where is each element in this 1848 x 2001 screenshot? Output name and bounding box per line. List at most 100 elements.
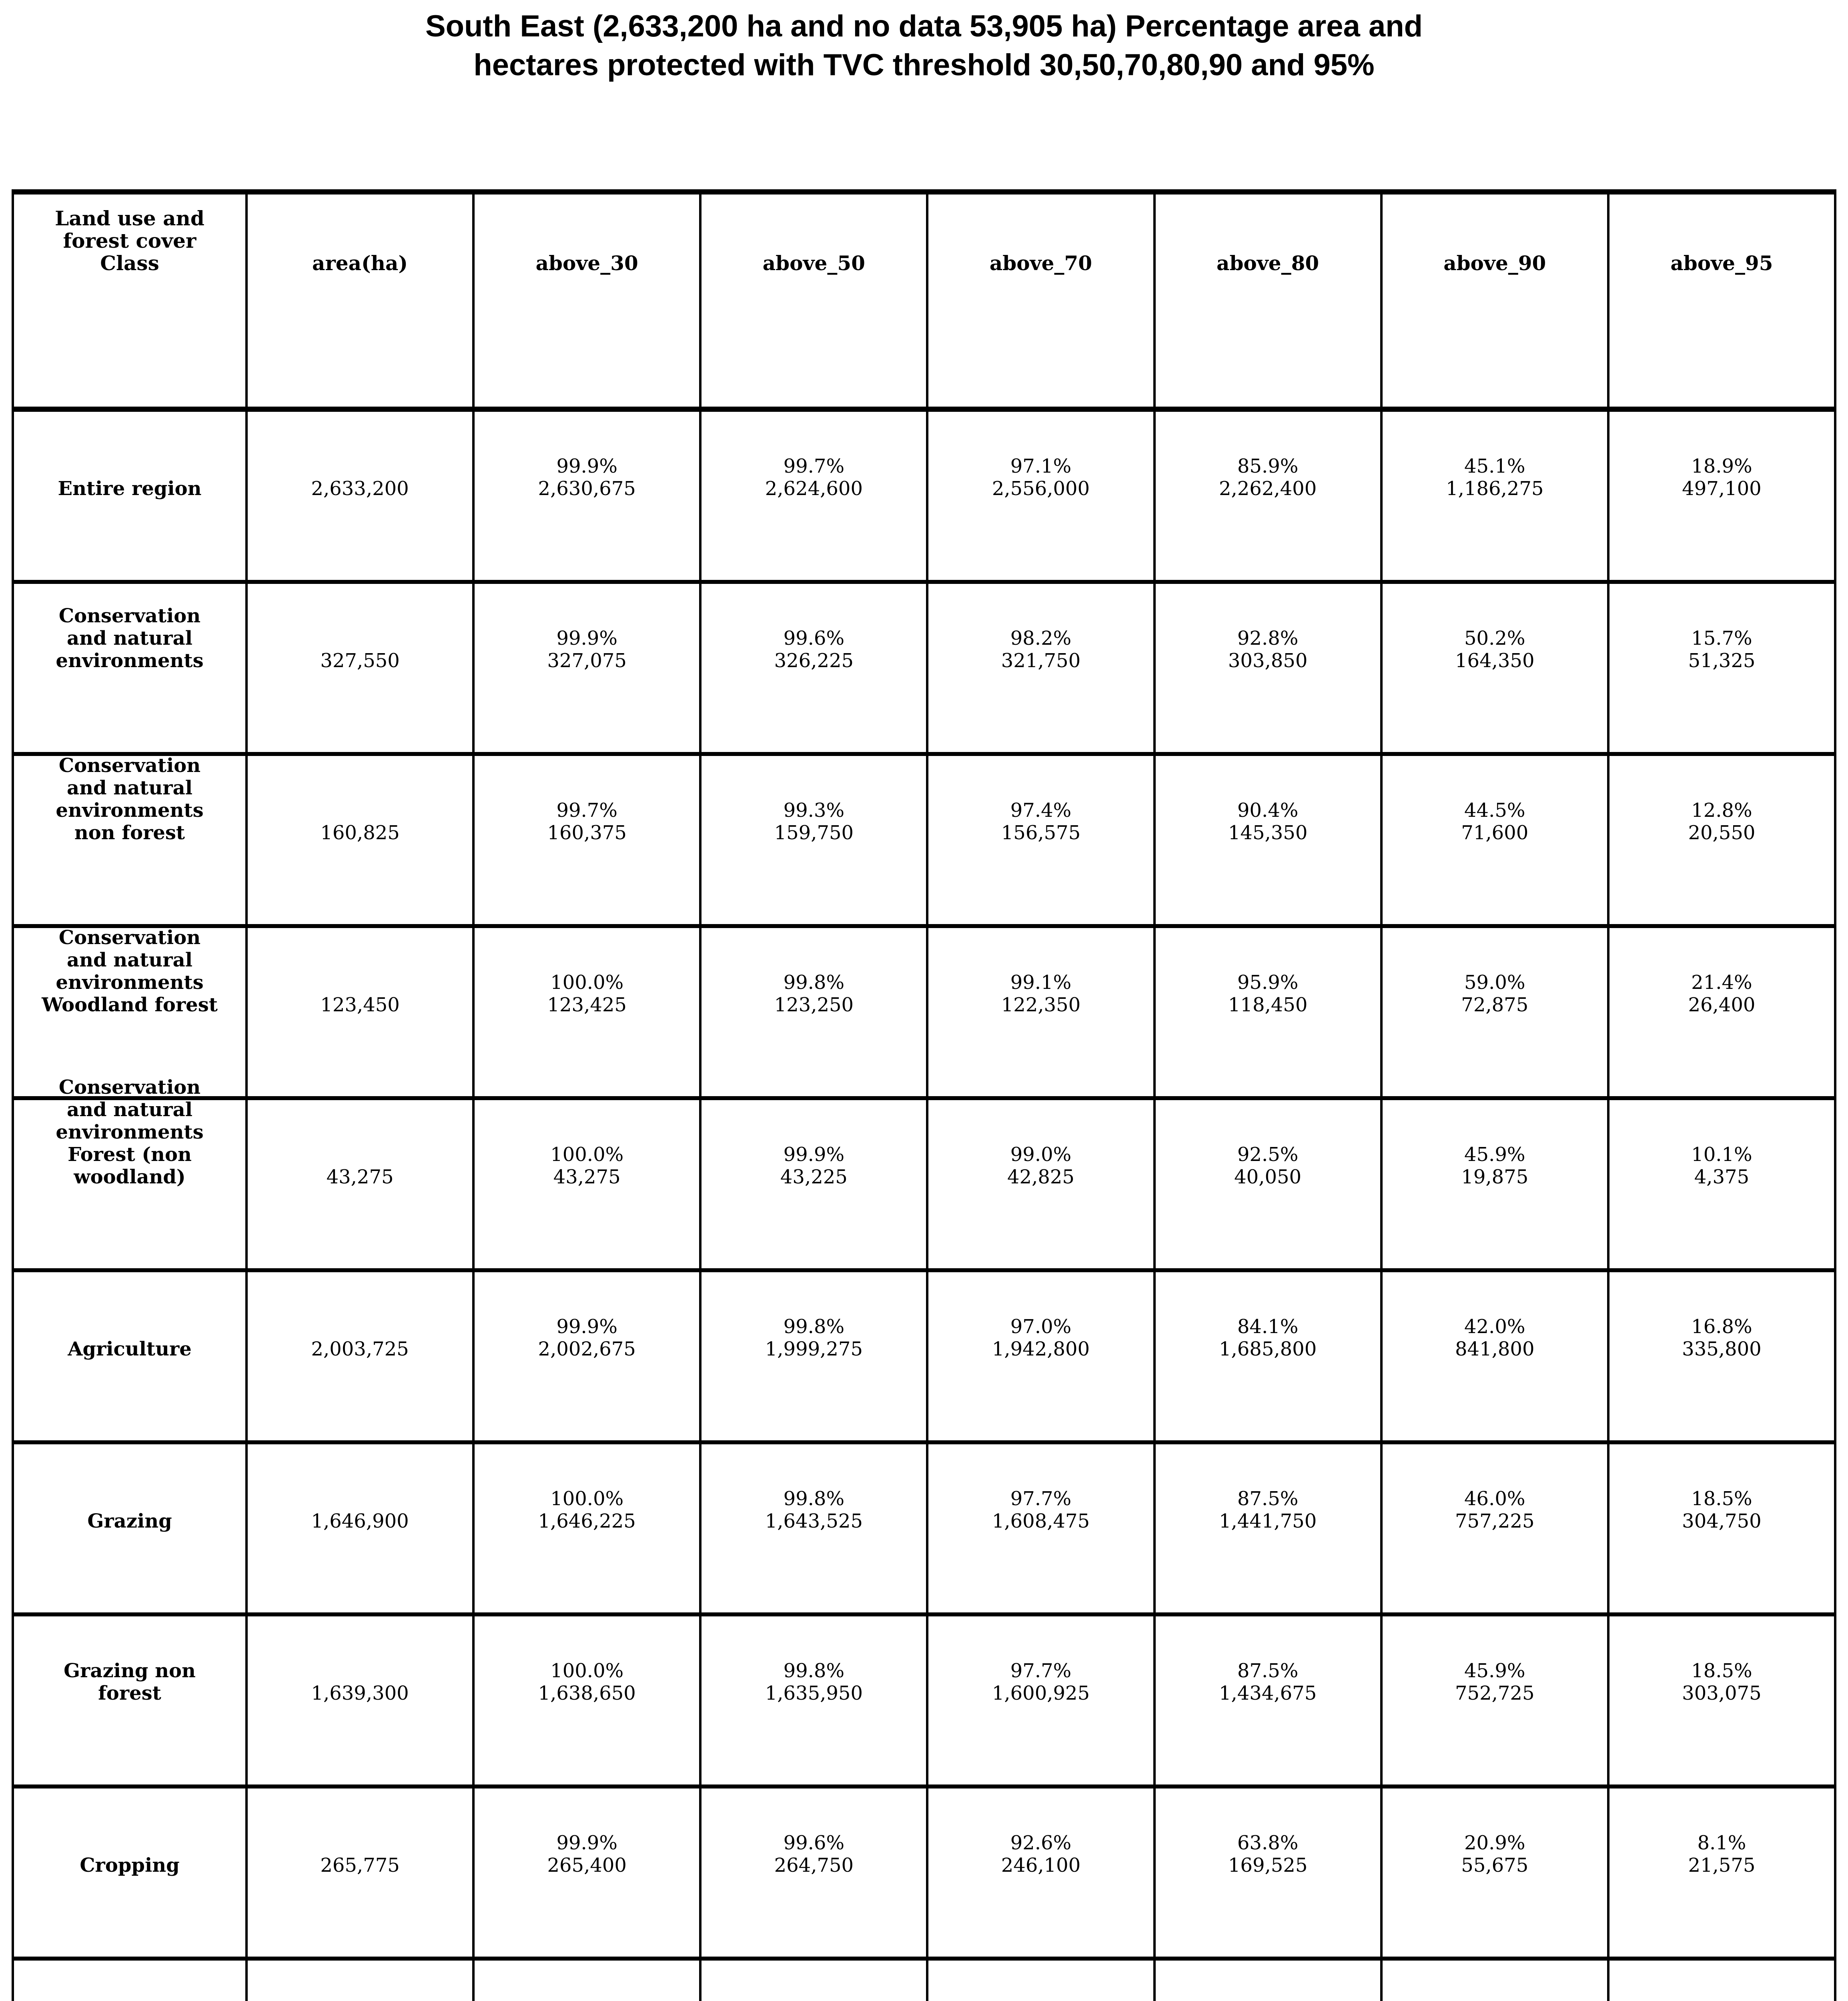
ha-line: 841,800 <box>1455 1338 1535 1361</box>
pct-line: 99.9% <box>556 1832 617 1855</box>
value-cell: 99.6% 264,750 <box>699 1788 926 1957</box>
table-row-entire-region: Entire region 2,633,200 99.9% 2,630,675 9… <box>14 412 1834 580</box>
area-value: 1,646,900 <box>311 1510 409 1533</box>
value-cell: 45.9% 752,725 <box>1380 1616 1607 1785</box>
pct-line: 12.8% <box>1691 799 1752 822</box>
pct-line: 87.5% <box>1237 1488 1299 1510</box>
table-row-cropping: Cropping 265,775 99.9% 265,400 99.6% 264,7… <box>14 1784 1834 1957</box>
ha-line: 1,186,275 <box>1446 477 1544 500</box>
area-cell: 123,450 <box>245 928 472 1097</box>
area-value: 160,825 <box>320 822 400 844</box>
value-cell: 99.9% 327,075 <box>472 584 699 752</box>
pct-line: 87.5% <box>1237 1660 1299 1682</box>
pct-line: 99.6% <box>783 1832 845 1855</box>
value-cell: 100.0% 1,638,650 <box>472 1616 699 1785</box>
row-label-cell: Conservation and natural environments no… <box>14 754 245 924</box>
value-cell: 10.6%9,450 <box>1607 1961 1834 2001</box>
value-cell: 99.7% 2,624,600 <box>699 412 926 580</box>
ha-line: 51,325 <box>1688 650 1756 672</box>
ha-line: 19,875 <box>1461 1166 1529 1189</box>
area-value: 327,550 <box>320 650 400 672</box>
pct-line: 99.8% <box>783 1315 845 1338</box>
col-header-above-90: above_90 <box>1380 194 1607 407</box>
value-cell: 99.8% 1,999,275 <box>699 1272 926 1441</box>
value-cell: 97.7% 1,608,475 <box>926 1444 1153 1613</box>
area-value: 43,275 <box>326 1166 394 1189</box>
value-cell: 97.0% 1,942,800 <box>926 1272 1153 1441</box>
area-cell: 327,550 <box>245 584 472 752</box>
data-table: Land use and forest cover Class area(ha)… <box>12 189 1836 2001</box>
area-value: 265,775 <box>320 1854 400 1877</box>
pct-line: 15.7% <box>1691 627 1752 650</box>
page-title-line2: hectares protected with TVC threshold 30… <box>473 48 1375 82</box>
col-header-area: area(ha) <box>245 194 472 407</box>
value-cell: 99.8% 1,635,950 <box>699 1616 926 1785</box>
pct-line: 63.8% <box>1237 1832 1299 1855</box>
pct-line: 44.5% <box>1464 799 1525 822</box>
value-cell: 46.0% 757,225 <box>1380 1444 1607 1613</box>
value-cell: 99.9% 2,002,675 <box>472 1272 699 1441</box>
col-header-above-80: above_80 <box>1153 194 1380 407</box>
ha-line: 160,375 <box>547 822 627 844</box>
pct-line: 97.7% <box>1010 1660 1072 1682</box>
ha-line: 326,225 <box>774 650 854 672</box>
value-cell: 87.5% 1,441,750 <box>1153 1444 1380 1613</box>
value-cell: 82.3%73,675 <box>1153 1961 1380 2001</box>
row-label-cell: Conservation and natural environments Wo… <box>14 926 245 1096</box>
pct-line: 99.9% <box>556 455 617 478</box>
value-cell: 99.9% 43,225 <box>699 1100 926 1269</box>
pct-line: 10.1% <box>1691 1143 1752 1166</box>
value-cell: 92.5% 40,050 <box>1153 1100 1380 1269</box>
pct-line: 99.9% <box>556 627 617 650</box>
value-cell: 97.1% 2,556,000 <box>926 412 1153 580</box>
pct-line: 99.8% <box>783 1488 845 1510</box>
ha-line: 20,550 <box>1688 822 1756 844</box>
row-label: Cropping <box>80 1854 180 1877</box>
pct-line: 84.1% <box>1237 1315 1299 1338</box>
ha-line: 123,425 <box>547 994 627 1017</box>
table-row-grazing: Grazing 1,646,900 100.0% 1,646,225 99.8% 1… <box>14 1440 1834 1613</box>
value-cell: 98.2% 321,750 <box>926 584 1153 752</box>
table-row-conservation-non-forest: Conservation and natural environments no… <box>14 752 1834 924</box>
value-cell: 32.2%28,775 <box>1380 1961 1607 2001</box>
ha-line: 1,643,525 <box>765 1510 863 1533</box>
pct-line: 50.2% <box>1464 627 1525 650</box>
row-label: Entire region <box>58 477 202 500</box>
value-cell: 84.1% 1,685,800 <box>1153 1272 1380 1441</box>
value-cell: 95.9% 118,450 <box>1153 928 1380 1097</box>
row-label-cell: Cropping <box>14 1788 245 1957</box>
value-cell: 92.8% 303,850 <box>1153 584 1380 752</box>
row-label: Conservation and natural environments <box>56 605 204 672</box>
ha-line: 159,750 <box>774 822 854 844</box>
value-cell: 90.4% 145,350 <box>1153 756 1380 924</box>
ha-line: 2,002,675 <box>538 1338 636 1361</box>
pct-line: 90.4% <box>1237 799 1299 822</box>
ha-line: 55,675 <box>1461 1854 1529 1877</box>
value-cell: 21.4% 26,400 <box>1607 928 1834 1097</box>
area-cell: 2,003,725 <box>245 1272 472 1441</box>
pct-line: 95.9% <box>1237 971 1299 994</box>
area-cell: 1,646,900 <box>245 1444 472 1613</box>
ha-line: 156,575 <box>1001 822 1081 844</box>
ha-line: 21,575 <box>1688 1854 1756 1877</box>
pct-line: 18.5% <box>1691 1660 1752 1682</box>
col-header-above-95: above_95 <box>1607 194 1834 407</box>
value-cell: 100.0%89,475 <box>699 1961 926 2001</box>
area-value: 123,450 <box>320 994 400 1017</box>
value-cell: 87.5% 1,434,675 <box>1153 1616 1380 1785</box>
row-label: Agriculture <box>68 1338 192 1361</box>
value-cell: 16.8% 335,800 <box>1607 1272 1834 1441</box>
pct-line: 18.9% <box>1691 455 1752 478</box>
ha-line: 43,275 <box>553 1166 621 1189</box>
table-row-conservation-woodland: Conservation and natural environments Wo… <box>14 924 1834 1097</box>
value-cell: 18.5% 304,750 <box>1607 1444 1834 1613</box>
ha-line: 2,556,000 <box>992 477 1090 500</box>
area-value: 1,639,300 <box>311 1682 409 1705</box>
pct-line: 21.4% <box>1691 971 1752 994</box>
area-value: 2,633,200 <box>311 477 409 500</box>
value-cell: 12.8% 20,550 <box>1607 756 1834 924</box>
value-cell: 50.2% 164,350 <box>1380 584 1607 752</box>
value-cell: 99.0% 42,825 <box>926 1100 1153 1269</box>
row-label-cell: Conservation and natural environments <box>14 584 245 752</box>
row-label: Conservation and natural environments Fo… <box>56 1076 204 1189</box>
